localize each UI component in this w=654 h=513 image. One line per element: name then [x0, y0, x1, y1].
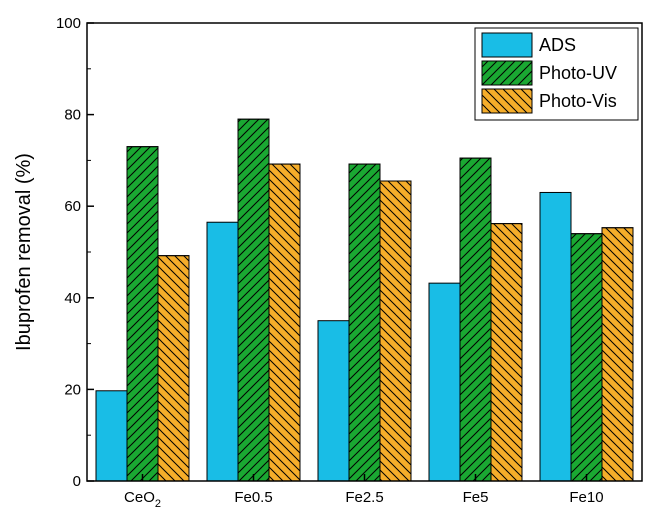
- y-tick-label: 20: [64, 381, 81, 398]
- x-tick-label: Fe10: [569, 489, 603, 506]
- bar-hatch-photo-vis: [601, 227, 634, 482]
- bar-hatch-photo-uv: [459, 157, 492, 482]
- bar-ads: [428, 282, 461, 482]
- y-tick-label: 80: [64, 107, 81, 124]
- x-tick-label: CeO2: [124, 489, 161, 510]
- y-tick-label: 40: [64, 290, 81, 307]
- bar-ads: [317, 320, 350, 482]
- legend-label-photo-vis: Photo-Vis: [539, 91, 617, 111]
- bar-hatch-photo-uv: [348, 163, 381, 482]
- y-tick-label: 0: [73, 473, 81, 490]
- x-tick-label: Fe5: [463, 489, 489, 506]
- y-tick-label: 100: [56, 15, 81, 32]
- legend-label-ads: ADS: [539, 35, 576, 55]
- bar-group: [95, 118, 634, 482]
- legend-swatch-hatch-photo-uv: [481, 60, 533, 86]
- bar-hatch-photo-uv: [126, 146, 159, 482]
- y-tick-label: 60: [64, 198, 81, 215]
- legend-swatch-hatch-photo-vis: [481, 88, 533, 114]
- bar-hatch-photo-vis: [268, 163, 301, 482]
- legend-swatch-ads: [481, 32, 533, 58]
- x-tick-label: Fe2.5: [345, 489, 383, 506]
- bar-hatch-photo-uv: [570, 233, 603, 482]
- bar-hatch-photo-vis: [490, 223, 523, 482]
- legend: ADS Photo-UV Photo-Vis: [474, 27, 639, 121]
- x-axis: CeO2 Fe0.5 Fe2.5 Fe5 Fe10: [124, 474, 604, 510]
- y-axis: 0 20 40 60 80 100: [56, 15, 94, 490]
- bar-ads: [539, 191, 572, 482]
- bar-hatch-photo-uv: [237, 118, 270, 482]
- bar-ads: [206, 221, 239, 482]
- y-axis-title: Ibuprofen removal (%): [13, 153, 35, 351]
- legend-label-photo-uv: Photo-UV: [539, 63, 617, 83]
- bar-ads: [95, 390, 128, 482]
- bar-hatch-photo-vis: [379, 180, 412, 482]
- bar-hatch-photo-vis: [157, 255, 190, 482]
- x-tick-label: Fe0.5: [234, 489, 272, 506]
